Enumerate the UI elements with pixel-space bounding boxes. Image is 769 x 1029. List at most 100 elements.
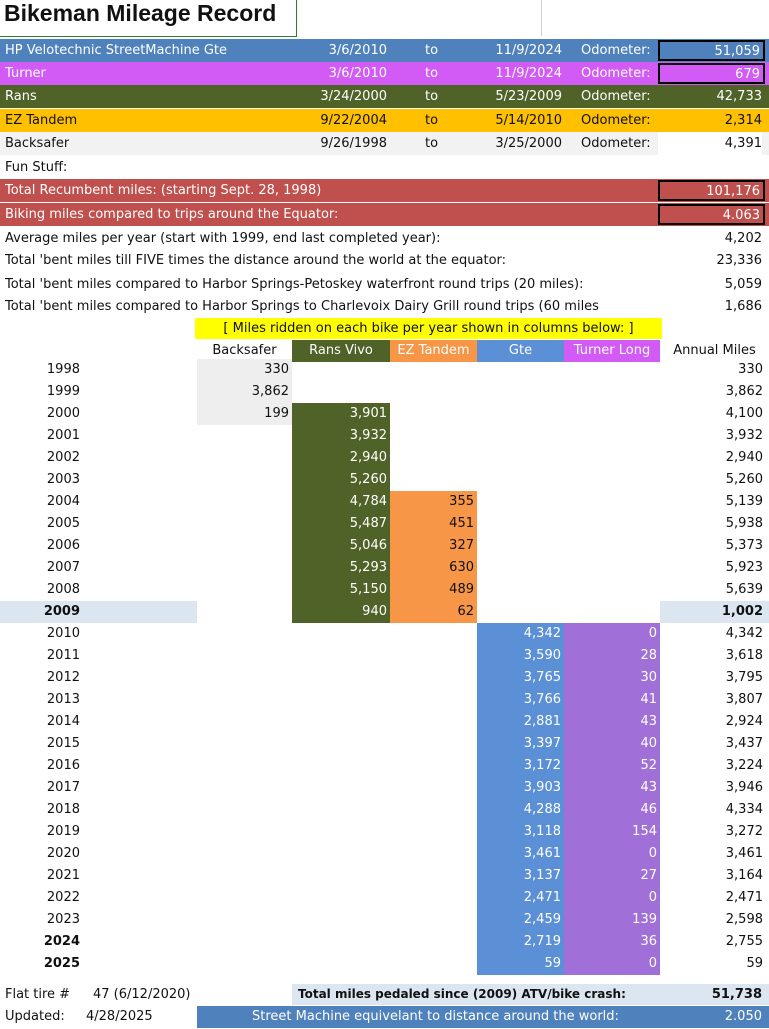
year-cell[interactable]: 2019 [46,824,80,839]
ez-miles-cell[interactable] [390,403,477,425]
gte-miles-cell[interactable]: 2,471 [477,887,564,909]
turner-miles-cell[interactable]: 36 [564,931,660,953]
ez-miles-cell[interactable] [390,623,477,645]
year-cell[interactable]: 2002 [46,450,80,465]
backsafer-miles-cell[interactable] [197,601,292,623]
gte-miles-cell[interactable]: 3,590 [477,645,564,667]
rans-miles-cell[interactable] [292,645,390,667]
backsafer-miles-cell[interactable] [197,425,292,447]
backsafer-miles-cell[interactable] [197,447,292,469]
equator-trips-row[interactable]: Biking miles compared to trips around th… [0,203,769,226]
total-recumbent-row[interactable]: Total Recumbent miles: (starting Sept. 2… [0,179,769,202]
year-cell[interactable]: 2018 [46,802,80,817]
rans-miles-cell[interactable]: 3,901 [292,403,390,425]
turner-miles-cell[interactable]: 0 [564,843,660,865]
ez-miles-cell[interactable] [390,667,477,689]
rans-miles-cell[interactable] [292,733,390,755]
annual-miles-cell[interactable]: 3,946 [725,780,763,795]
ez-miles-cell[interactable] [390,469,477,491]
backsafer-miles-cell[interactable] [197,733,292,755]
turner-miles-cell[interactable] [564,425,660,447]
year-cell[interactable]: 1998 [46,362,80,377]
ez-miles-cell[interactable] [390,821,477,843]
bike-row[interactable]: Backsafer 9/26/1998 to 3/25/2000 Odometer: 4,… [0,132,769,155]
rans-miles-cell[interactable] [292,931,390,953]
total-recumbent-value[interactable]: 101,176 [658,180,765,201]
gte-miles-cell[interactable]: 2,719 [477,931,564,953]
annual-miles-cell[interactable]: 5,639 [725,582,763,597]
annual-miles-cell[interactable]: 3,164 [725,868,763,883]
odometer-value[interactable]: 42,733 [658,85,762,108]
ez-miles-cell[interactable] [390,733,477,755]
ez-miles-cell[interactable] [390,447,477,469]
backsafer-miles-cell[interactable] [197,865,292,887]
ez-miles-cell[interactable] [390,777,477,799]
ez-miles-cell[interactable] [390,909,477,931]
annual-miles-cell[interactable]: 2,924 [725,714,763,729]
gte-miles-cell[interactable] [477,579,564,601]
turner-miles-cell[interactable] [564,403,660,425]
backsafer-miles-cell[interactable] [197,491,292,513]
gte-miles-cell[interactable] [477,601,564,623]
rans-miles-cell[interactable]: 940 [292,601,390,623]
year-cell[interactable]: 2011 [46,648,80,663]
ez-miles-cell[interactable]: 489 [390,579,477,601]
rans-miles-cell[interactable] [292,821,390,843]
annual-miles-cell[interactable]: 3,461 [725,846,763,861]
turner-miles-cell[interactable] [564,381,660,403]
year-cell[interactable]: 2012 [46,670,80,685]
backsafer-miles-cell[interactable]: 3,862 [197,381,292,403]
ez-miles-cell[interactable] [390,645,477,667]
rans-miles-cell[interactable]: 5,260 [292,469,390,491]
annual-miles-cell[interactable]: 5,139 [725,494,763,509]
gte-miles-cell[interactable] [477,469,564,491]
ez-miles-cell[interactable]: 451 [390,513,477,535]
annual-miles-cell[interactable]: 4,334 [725,802,763,817]
turner-miles-cell[interactable]: 40 [564,733,660,755]
annual-miles-cell[interactable]: 5,923 [725,560,763,575]
backsafer-miles-cell[interactable] [197,755,292,777]
gte-miles-cell[interactable]: 4,342 [477,623,564,645]
year-cell[interactable]: 2005 [46,516,80,531]
gte-miles-cell[interactable] [477,447,564,469]
bike-row[interactable]: Turner 3/6/2010 to 11/9/2024 Odometer: 679 [0,62,769,85]
gte-miles-cell[interactable]: 3,903 [477,777,564,799]
gte-miles-cell[interactable]: 3,118 [477,821,564,843]
backsafer-miles-cell[interactable] [197,645,292,667]
year-cell[interactable]: 2024 [43,934,80,949]
rans-miles-cell[interactable]: 5,293 [292,557,390,579]
backsafer-miles-cell[interactable] [197,821,292,843]
turner-miles-cell[interactable] [564,579,660,601]
annual-miles-cell[interactable]: 5,938 [725,516,763,531]
turner-miles-cell[interactable]: 0 [564,887,660,909]
year-cell[interactable]: 2004 [46,494,80,509]
turner-miles-cell[interactable]: 52 [564,755,660,777]
annual-miles-cell[interactable]: 3,807 [725,692,763,707]
rans-miles-cell[interactable] [292,667,390,689]
turner-miles-cell[interactable]: 27 [564,865,660,887]
ez-miles-cell[interactable] [390,689,477,711]
crash-total-value[interactable]: 51,738 [711,987,762,1002]
title-cell[interactable] [0,0,297,37]
year-cell[interactable]: 2015 [46,736,80,751]
ez-miles-cell[interactable] [390,425,477,447]
equator-trips-value[interactable]: 4.063 [658,204,765,225]
ez-miles-cell[interactable] [390,887,477,909]
gte-miles-cell[interactable] [477,403,564,425]
ez-miles-cell[interactable] [390,755,477,777]
backsafer-miles-cell[interactable] [197,667,292,689]
year-cell[interactable]: 2007 [46,560,80,575]
backsafer-miles-cell[interactable] [197,623,292,645]
year-cell[interactable]: 2021 [46,868,80,883]
annual-miles-cell[interactable]: 4,342 [725,626,763,641]
turner-miles-cell[interactable] [564,447,660,469]
annual-miles-cell[interactable]: 3,224 [725,758,763,773]
year-cell[interactable]: 2013 [46,692,80,707]
ez-miles-cell[interactable] [390,381,477,403]
annual-miles-cell[interactable]: 2,598 [725,912,763,927]
annual-miles-cell[interactable]: 3,795 [725,670,763,685]
annual-miles-cell[interactable]: 2,940 [725,450,763,465]
rans-miles-cell[interactable] [292,777,390,799]
rans-miles-cell[interactable]: 3,932 [292,425,390,447]
rans-miles-cell[interactable] [292,381,390,403]
